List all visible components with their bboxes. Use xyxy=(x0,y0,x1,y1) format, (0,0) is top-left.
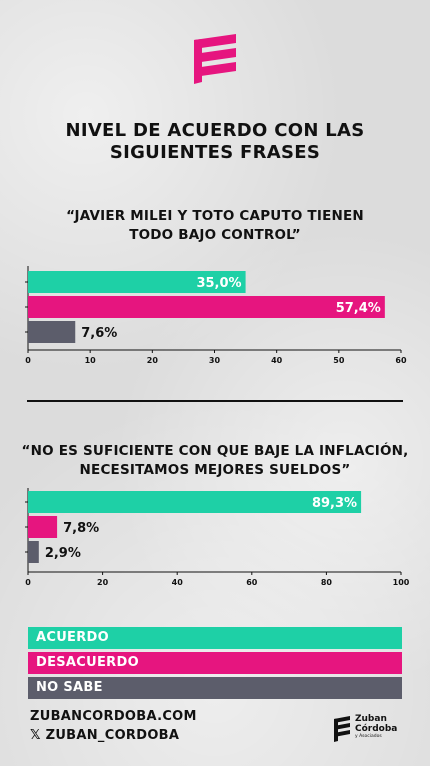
brand-line-3: y Asociados xyxy=(355,734,382,739)
brand-block: Zuban Córdoba y Asociados xyxy=(333,714,403,744)
divider xyxy=(27,400,403,402)
chart-2-tick-label: 20 xyxy=(97,578,109,586)
chart-2-bar-no-sabe xyxy=(28,541,39,563)
chart-2-title-line-1: “NO ES SUFICIENTE CON QUE BAJE LA INFLAC… xyxy=(21,443,409,459)
chart-2-tick-label: 80 xyxy=(321,578,333,586)
chart-1-tick-label: 40 xyxy=(271,356,283,365)
chart-1-title: “JAVIER MILEI Y TOTO CAPUTO TIENEN TODO … xyxy=(0,207,430,245)
chart-2-tick-label: 60 xyxy=(246,578,258,586)
chart-2-tick-label: 40 xyxy=(172,578,184,586)
chart-1-title-line-2: TODO BAJO CONTROL” xyxy=(129,227,301,243)
chart-2-value-label: 89,3% xyxy=(312,496,357,511)
footer-social[interactable]: 𝕏 ZUBAN_CORDOBA xyxy=(30,728,180,743)
chart-1-tick-label: 60 xyxy=(395,356,407,365)
page-title-line-1: NIVEL DE ACUERDO CON LAS xyxy=(65,120,365,141)
page-title-line-2: SIGUIENTES FRASES xyxy=(109,142,321,163)
chart-1-value-label: 57,4% xyxy=(336,301,381,316)
chart-1: 35,0% 57,4% 7,6% 0 10 20 30 40 50 60 xyxy=(25,266,407,365)
brand-logo-icon xyxy=(194,34,236,84)
chart-1-bar-desacuerdo xyxy=(28,296,385,318)
chart-1-tick-label: 10 xyxy=(85,356,97,365)
page-title: NIVEL DE ACUERDO CON LAS SIGUIENTES FRAS… xyxy=(0,120,430,164)
footer-website[interactable]: ZUBANCORDOBA.COM xyxy=(30,709,197,724)
brand-mark-icon xyxy=(334,716,350,742)
legend-desacuerdo: DESACUERDO xyxy=(28,652,402,674)
chart-1-tick-label: 20 xyxy=(147,356,159,365)
chart-2: 89,3% 7,8% 2,9% 0 20 40 60 80 100 xyxy=(25,488,410,586)
legend-acuerdo: ACUERDO xyxy=(28,627,402,649)
chart-2-tick-label: 0 xyxy=(25,578,31,586)
chart-2-tick-label: 100 xyxy=(393,578,410,586)
chart-2-bar-desacuerdo xyxy=(28,516,58,538)
brand-line-2: Córdoba xyxy=(355,724,398,734)
chart-1-value-label: 7,6% xyxy=(81,326,117,341)
chart-1-value-label: 35,0% xyxy=(196,276,241,291)
chart-1-title-line-1: “JAVIER MILEI Y TOTO CAPUTO TIENEN xyxy=(66,208,364,224)
chart-2-title-line-2: NECESITAMOS MEJORES SUELDOS” xyxy=(79,462,351,478)
chart-2-value-label: 2,9% xyxy=(45,546,81,561)
chart-1-bar-no-sabe xyxy=(28,321,76,343)
chart-1-tick-label: 0 xyxy=(25,356,31,365)
chart-2-value-label: 7,8% xyxy=(63,521,99,536)
chart-1-tick-label: 50 xyxy=(333,356,345,365)
brand-line-1: Zuban xyxy=(355,714,387,724)
chart-1-tick-label: 30 xyxy=(209,356,221,365)
legend-no-sabe: NO SABE xyxy=(28,677,402,699)
chart-2-bar-acuerdo xyxy=(28,491,362,513)
chart-1-bar-acuerdo xyxy=(28,271,246,293)
chart-2-title: “NO ES SUFICIENTE CON QUE BAJE LA INFLAC… xyxy=(0,442,430,480)
brand-name: Zuban Córdoba y Asociados xyxy=(355,714,397,740)
